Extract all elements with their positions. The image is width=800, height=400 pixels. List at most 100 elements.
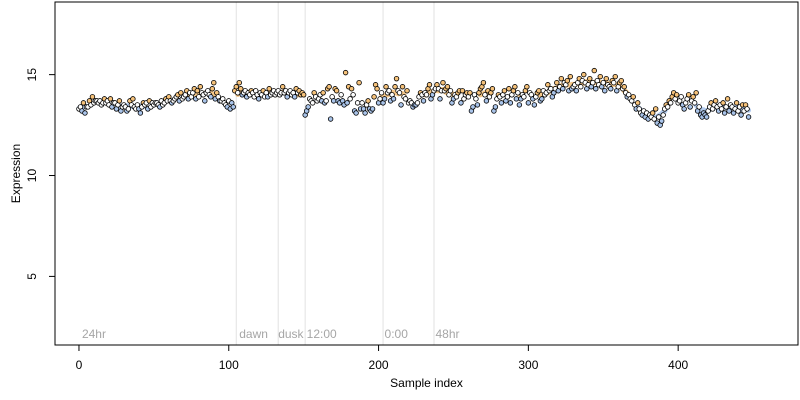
data-point: [396, 90, 403, 96]
data-point: [398, 102, 404, 108]
data-point: [202, 98, 208, 104]
data-point: [459, 88, 466, 94]
data-point: [525, 100, 532, 106]
data-point: [209, 86, 215, 92]
data-point: [578, 84, 584, 90]
data-point: [482, 92, 488, 98]
data-point: [327, 116, 334, 122]
data-point: [338, 92, 344, 98]
data-point: [581, 71, 587, 78]
data-point: [236, 80, 242, 86]
data-point: [393, 75, 400, 82]
data-point: [649, 110, 656, 116]
data-point: [82, 110, 88, 116]
data-point: [512, 84, 518, 90]
x-tick-label: 300: [518, 358, 538, 372]
data-point: [196, 94, 202, 100]
data-point: [573, 88, 579, 94]
data-point: [383, 84, 389, 90]
data-point: [693, 90, 699, 96]
data-point: [333, 88, 340, 94]
data-point: [369, 106, 376, 112]
data-point: [374, 86, 380, 92]
data-point: [545, 82, 551, 88]
data-point: [377, 96, 383, 102]
data-point: [618, 77, 624, 84]
data-point: [342, 69, 349, 76]
data-point: [593, 86, 599, 92]
data-point: [691, 100, 698, 106]
data-point: [745, 114, 752, 120]
data-point: [399, 84, 406, 90]
condition-annotation: 12:00: [307, 327, 337, 341]
data-point: [305, 104, 311, 110]
data-point: [266, 86, 272, 92]
data-point: [630, 94, 636, 100]
data-point: [687, 104, 693, 110]
data-point: [712, 98, 719, 104]
data-point: [539, 96, 545, 102]
data-point: [506, 86, 512, 92]
data-point: [378, 90, 385, 96]
data-point: [320, 90, 326, 96]
y-tick-label: 5: [25, 273, 39, 280]
data-point: [516, 102, 523, 108]
data-point: [233, 84, 239, 90]
data-point: [560, 86, 566, 92]
data-point: [467, 90, 473, 96]
data-point: [567, 73, 574, 80]
data-point: [685, 92, 692, 98]
data-point: [726, 108, 732, 114]
data-point: [548, 86, 554, 92]
data-point: [718, 106, 725, 112]
data-point: [696, 104, 702, 110]
data-point: [323, 98, 329, 104]
data-point: [440, 80, 446, 86]
data-point: [178, 90, 184, 96]
data-point: [347, 96, 353, 102]
data-point: [608, 86, 614, 92]
data-point: [390, 96, 397, 102]
data-point: [348, 86, 355, 92]
data-point: [513, 96, 520, 102]
data-point: [107, 96, 114, 102]
data-point: [359, 100, 365, 106]
data-point: [197, 84, 204, 90]
data-point: [423, 92, 430, 98]
data-point: [480, 80, 487, 86]
data-point: [587, 75, 593, 82]
data-point: [602, 88, 608, 94]
data-point: [612, 73, 618, 80]
x-axis-label: Sample index: [390, 376, 463, 390]
data-point: [362, 110, 368, 116]
data-point: [590, 80, 596, 86]
data-point: [611, 80, 617, 86]
data-point: [536, 88, 542, 94]
data-point: [392, 84, 398, 90]
data-point: [330, 98, 337, 104]
data-point: [447, 88, 454, 94]
data-point: [621, 84, 627, 90]
data-point: [524, 84, 530, 90]
condition-annotation: dusk: [278, 327, 304, 341]
data-point: [554, 80, 560, 86]
data-point: [703, 114, 710, 120]
data-point: [681, 106, 687, 112]
condition-annotation: 24hr: [82, 327, 106, 341]
data-point: [504, 94, 511, 100]
data-point: [125, 106, 132, 112]
data-point: [80, 100, 87, 106]
data-point: [211, 80, 217, 86]
data-point: [470, 104, 476, 110]
y-tick-label: 10: [25, 169, 39, 183]
data-point: [130, 96, 136, 102]
data-point: [744, 106, 750, 112]
data-point: [515, 90, 521, 96]
data-point: [652, 106, 659, 112]
data-point: [353, 110, 359, 116]
data-point: [256, 96, 262, 102]
data-point: [354, 100, 361, 106]
data-point: [498, 100, 505, 106]
data-point: [723, 104, 729, 110]
data-point: [365, 98, 371, 104]
